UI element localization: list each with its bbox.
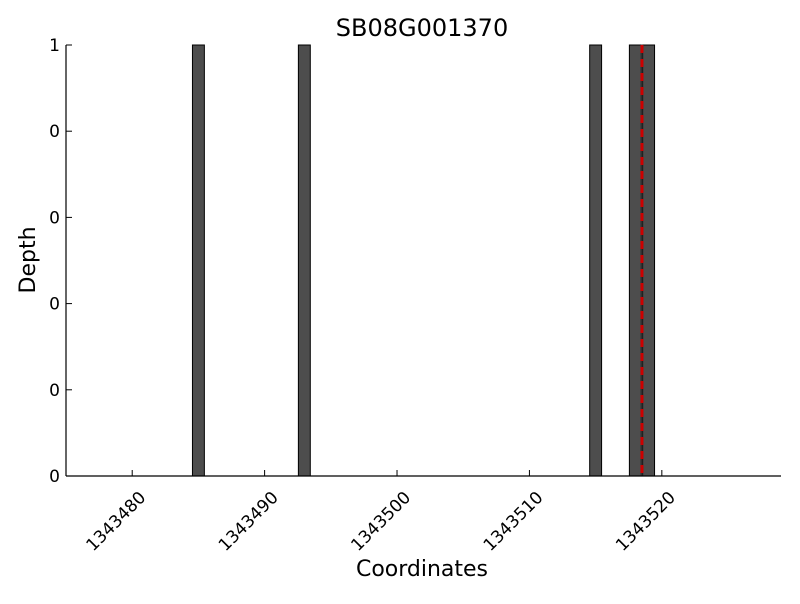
axes-layer bbox=[65, 45, 781, 477]
y-tick-label-2: 0 bbox=[49, 295, 60, 315]
x-tick-label-1: 1343490 bbox=[215, 488, 283, 556]
x-tick-label-2: 1343500 bbox=[347, 488, 415, 556]
bars-layer bbox=[191, 44, 656, 477]
y-tick-label-3: 0 bbox=[49, 208, 60, 228]
x-tick-label-3: 1343510 bbox=[480, 488, 548, 556]
chart-title: SB08G001370 bbox=[336, 14, 508, 42]
y-tick-label-4: 0 bbox=[49, 122, 60, 142]
depth-bar-2 bbox=[589, 44, 603, 477]
ticks-layer: 0 0 0 0 0 1 1343480 1343490 1343500 1343510 134352… bbox=[49, 36, 680, 556]
x-tick-label-4: 1343520 bbox=[612, 488, 680, 556]
y-tick-label-1: 0 bbox=[49, 381, 60, 401]
y-axis-label: Depth bbox=[16, 226, 41, 293]
x-tick-label-0: 1343480 bbox=[83, 488, 151, 556]
depth-bar-1 bbox=[297, 44, 311, 477]
y-tick-label-0: 0 bbox=[49, 467, 60, 487]
y-tick-label-5: 1 bbox=[49, 36, 60, 56]
x-axis-label: Coordinates bbox=[356, 557, 488, 582]
depth-bar-4 bbox=[642, 44, 656, 477]
depth-bar-3 bbox=[628, 44, 642, 477]
depth-bar-0 bbox=[191, 44, 205, 477]
